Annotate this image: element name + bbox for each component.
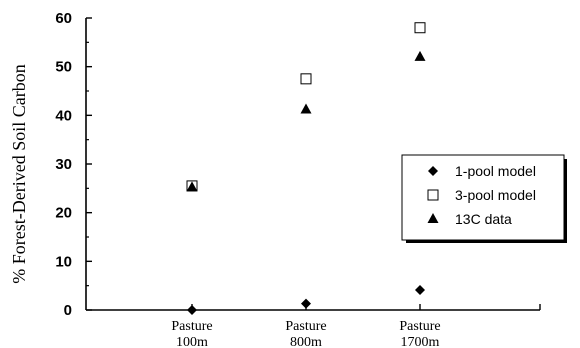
x-tick-label: 800m [290, 335, 322, 348]
legend-label: 3-pool model [455, 187, 536, 203]
y-tick-label: 60 [55, 10, 72, 27]
x-tick-label: 100m [176, 335, 208, 348]
legend: 1-pool model 3-pool model 13C data [401, 154, 567, 243]
diamond-point [428, 166, 438, 176]
x-tick-label: Pasture [285, 319, 326, 334]
square-point [300, 73, 312, 85]
diamond-point [415, 285, 425, 296]
y-tick-label: 0 [64, 302, 72, 319]
y-ticks: 0 10 20 30 40 50 60 [55, 10, 92, 319]
x-tick-label: Pasture [171, 319, 212, 334]
y-tick-label: 20 [55, 205, 72, 222]
square-point [427, 189, 439, 201]
y-axis-label: % Forest-Derived Soil Carbon [9, 64, 29, 283]
triangle-point [427, 213, 439, 223]
y-tick-label: 30 [55, 156, 72, 173]
triangle-point [186, 181, 198, 192]
diamond-point [301, 298, 311, 309]
data-points [186, 22, 426, 315]
y-tick-label: 10 [55, 253, 72, 270]
legend-shadow [406, 240, 567, 243]
y-tick-label: 40 [55, 107, 72, 124]
square-point [414, 22, 426, 34]
legend-label: 1-pool model [455, 163, 536, 179]
legend-label: 13C data [455, 211, 512, 227]
triangle-point [300, 103, 312, 114]
legend-shadow [564, 159, 567, 243]
triangle-point [414, 50, 426, 61]
x-tick-label: 1700m [401, 335, 440, 348]
y-tick-label: 50 [55, 59, 72, 76]
x-tick-label: Pasture [399, 319, 440, 334]
diamond-point [187, 305, 197, 315]
